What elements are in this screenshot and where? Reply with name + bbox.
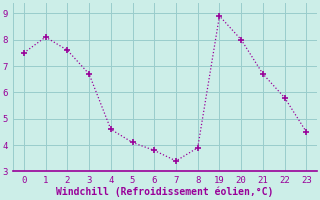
X-axis label: Windchill (Refroidissement éolien,°C): Windchill (Refroidissement éolien,°C) <box>56 187 274 197</box>
